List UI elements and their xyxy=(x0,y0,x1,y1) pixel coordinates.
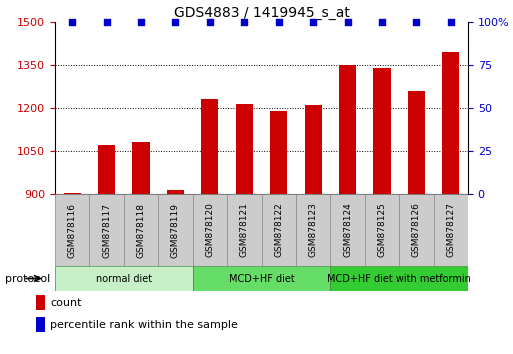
Point xyxy=(274,19,283,25)
Bar xyxy=(339,65,356,354)
Bar xyxy=(330,266,468,291)
Text: GSM878125: GSM878125 xyxy=(378,202,386,257)
Point xyxy=(447,19,455,25)
Bar xyxy=(89,194,124,266)
Text: GSM878116: GSM878116 xyxy=(68,202,77,257)
Text: GSM878127: GSM878127 xyxy=(446,202,456,257)
Bar xyxy=(193,194,227,266)
Bar xyxy=(55,266,193,291)
Text: count: count xyxy=(50,298,82,308)
Bar xyxy=(36,295,45,310)
Text: MCD+HF diet with metformin: MCD+HF diet with metformin xyxy=(327,274,471,284)
Text: GSM878120: GSM878120 xyxy=(205,202,214,257)
Bar xyxy=(330,194,365,266)
Bar xyxy=(167,190,184,354)
Bar xyxy=(442,52,460,354)
Point xyxy=(137,19,145,25)
Bar xyxy=(193,266,330,291)
Text: protocol: protocol xyxy=(5,274,50,284)
Bar xyxy=(270,111,287,354)
Bar xyxy=(55,194,89,266)
Bar xyxy=(433,194,468,266)
Point xyxy=(412,19,421,25)
Text: GSM878117: GSM878117 xyxy=(102,202,111,257)
Text: percentile rank within the sample: percentile rank within the sample xyxy=(50,320,238,330)
Bar xyxy=(227,194,262,266)
Point xyxy=(240,19,248,25)
Text: GSM878119: GSM878119 xyxy=(171,202,180,257)
Bar xyxy=(132,142,150,354)
Bar xyxy=(158,194,193,266)
Bar xyxy=(365,194,399,266)
Point xyxy=(171,19,180,25)
Bar xyxy=(124,194,158,266)
Text: GSM878126: GSM878126 xyxy=(412,202,421,257)
Text: GSM878121: GSM878121 xyxy=(240,202,249,257)
Title: GDS4883 / 1419945_s_at: GDS4883 / 1419945_s_at xyxy=(173,6,349,19)
Text: GSM878122: GSM878122 xyxy=(274,202,283,257)
Bar xyxy=(262,194,296,266)
Point xyxy=(103,19,111,25)
Point xyxy=(309,19,317,25)
Text: GSM878123: GSM878123 xyxy=(309,202,318,257)
Bar xyxy=(373,68,390,354)
Bar xyxy=(36,317,45,332)
Bar xyxy=(399,194,433,266)
Text: MCD+HF diet: MCD+HF diet xyxy=(229,274,294,284)
Bar xyxy=(201,99,219,354)
Text: GSM878118: GSM878118 xyxy=(136,202,146,257)
Bar xyxy=(408,91,425,354)
Bar xyxy=(98,145,115,354)
Point xyxy=(206,19,214,25)
Point xyxy=(378,19,386,25)
Point xyxy=(343,19,351,25)
Bar xyxy=(235,104,253,354)
Bar xyxy=(64,193,81,354)
Text: GSM878124: GSM878124 xyxy=(343,202,352,257)
Bar xyxy=(296,194,330,266)
Bar xyxy=(305,105,322,354)
Point xyxy=(68,19,76,25)
Text: normal diet: normal diet xyxy=(96,274,152,284)
